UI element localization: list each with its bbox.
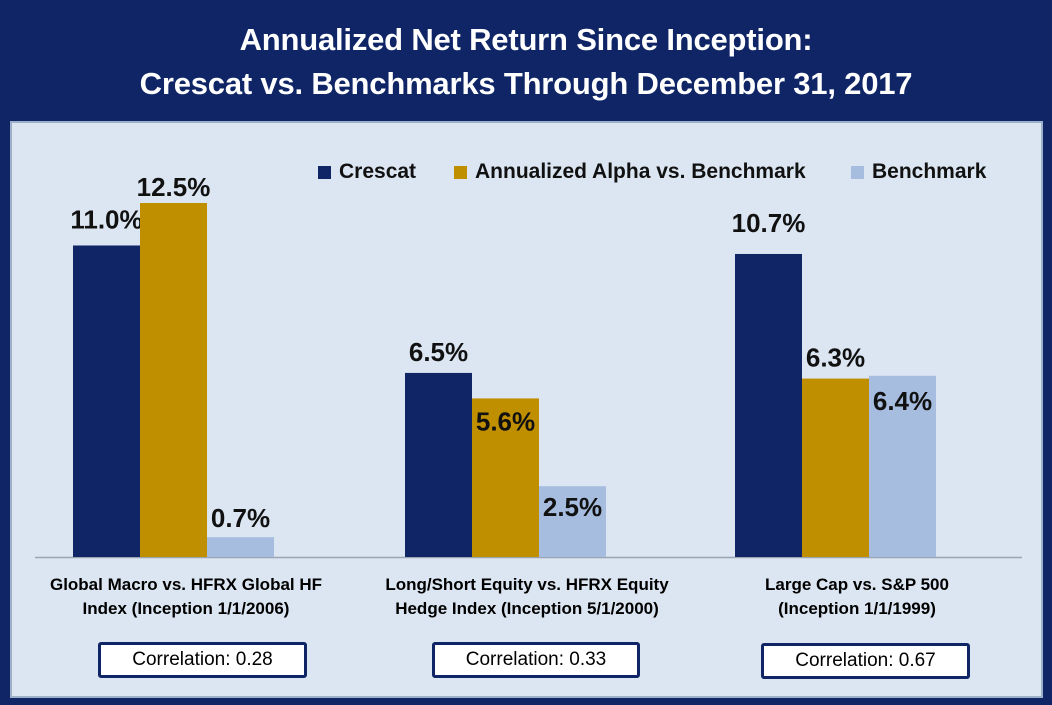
legend-item-benchmark: Benchmark [851, 160, 986, 184]
category-label-line-1: Global Macro vs. HFRX Global HF [49, 575, 323, 594]
legend-item-alpha: Annualized Alpha vs. Benchmark [454, 160, 806, 184]
bar-benchmark-3 [869, 375, 936, 557]
bar-crescat-2 [405, 372, 472, 557]
data-label-benchmark-2: 2.5% [543, 492, 602, 522]
correlation-box-long-short: Correlation: 0.33 [432, 642, 640, 678]
data-label-alpha-1: 12.5% [137, 172, 211, 202]
bar-benchmark-1 [207, 537, 274, 557]
bar-benchmark-2 [539, 486, 606, 557]
category-label-line-2: Hedge Index (Inception 5/1/2000) [395, 599, 659, 618]
correlation-box-large-cap: Correlation: 0.67 [761, 643, 970, 679]
legend-swatch-benchmark [851, 165, 864, 179]
bar-alpha-3 [802, 378, 869, 557]
legend-label-benchmark: Benchmark [872, 160, 987, 183]
category-label-line-2: Index (Inception 1/1/2006) [82, 599, 290, 618]
bar-crescat-1 [73, 245, 140, 558]
category-label-large-cap: Large Cap vs. S&P 500 (Inception 1/1/199… [697, 573, 1017, 621]
bar-alpha-2 [472, 398, 539, 557]
data-label-alpha-2: 5.6% [476, 406, 535, 436]
category-label-line-1: Large Cap vs. S&P 500 [765, 575, 949, 594]
category-label-line-2: (Inception 1/1/1999) [778, 599, 936, 618]
correlation-box-global-macro: Correlation: 0.28 [98, 642, 307, 678]
bar-alpha-1 [140, 203, 207, 557]
data-label-crescat-3: 10.7% [732, 208, 806, 238]
chart-title-line-2: Crescat vs. Benchmarks Through December … [139, 66, 913, 101]
category-label-long-short: Long/Short Equity vs. HFRX Equity Hedge … [367, 573, 687, 621]
legend-label-crescat: Crescat [339, 160, 417, 183]
legend-item-crescat: Crescat [318, 160, 416, 184]
legend-swatch-crescat [318, 165, 331, 179]
category-label-global-macro: Global Macro vs. HFRX Global HF Index (I… [26, 573, 346, 621]
legend-swatch-alpha [454, 165, 467, 179]
data-label-benchmark-3: 6.4% [873, 386, 932, 416]
data-label-crescat-2: 6.5% [409, 337, 468, 367]
data-label-crescat-1: 11.0% [70, 204, 142, 234]
bar-crescat-3 [735, 253, 802, 557]
category-label-line-1: Long/Short Equity vs. HFRX Equity [385, 575, 669, 594]
chart-title-line-1: Annualized Net Return Since Inception: [239, 22, 813, 57]
data-label-benchmark-1: 0.7% [211, 503, 270, 533]
chart-title: Annualized Net Return Since Inception: C… [0, 18, 1052, 106]
legend-label-alpha: Annualized Alpha vs. Benchmark [475, 160, 806, 183]
data-label-alpha-3: 6.3% [806, 343, 865, 373]
